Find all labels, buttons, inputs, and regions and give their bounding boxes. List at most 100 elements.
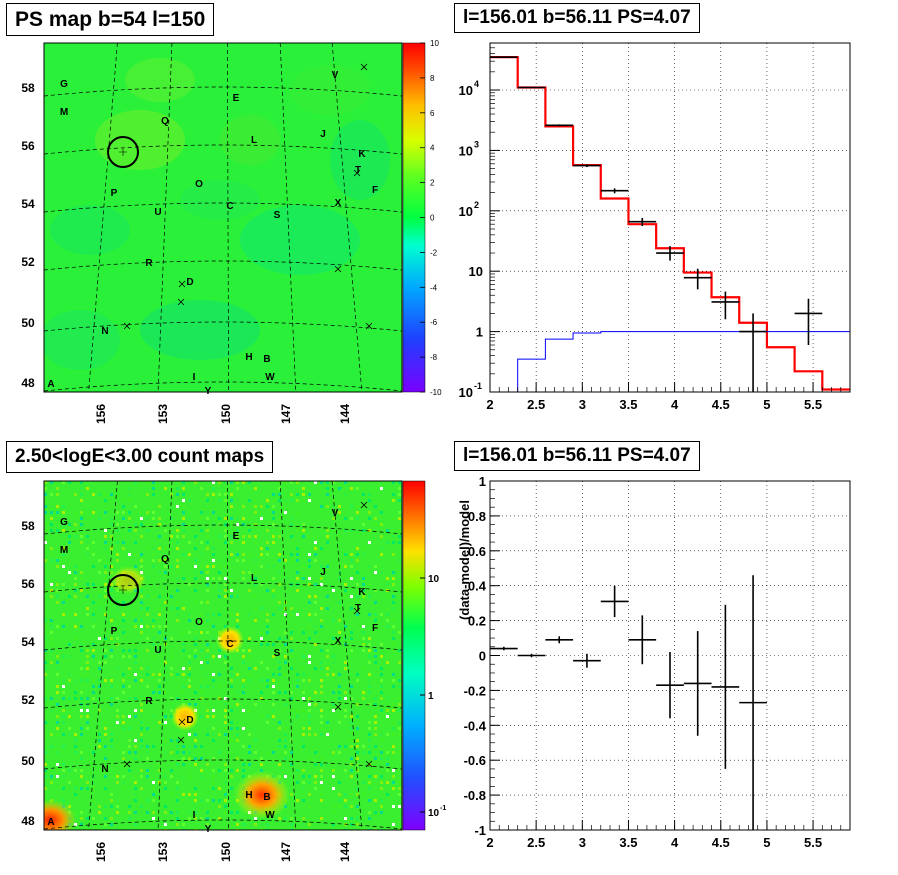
source-label-A: A <box>47 379 54 390</box>
y-tick-label: 1 <box>476 325 483 340</box>
x-tick-label: 4 <box>671 835 679 850</box>
graticule-lon-line <box>331 481 363 830</box>
lon-tick-label: 153 <box>156 404 170 424</box>
x-tick-label: 5 <box>763 397 770 412</box>
source-label-M: M <box>60 107 68 118</box>
x-tick-label: 3 <box>579 835 586 850</box>
source-label-L: L <box>251 135 257 146</box>
x-tick-label: 4 <box>671 397 679 412</box>
colorbar-tick-label: 4 <box>430 144 435 153</box>
y-tick-exponent: 4 <box>474 79 479 89</box>
source-label-H: H <box>245 352 252 363</box>
lat-tick-label: 52 <box>21 255 35 269</box>
y-tick-label: 0.6 <box>468 544 486 559</box>
source-label-N: N <box>101 326 108 337</box>
y-tick-label: -0.8 <box>464 788 486 803</box>
source-label-X: X <box>335 198 342 209</box>
x-tick-label: 3.5 <box>619 835 637 850</box>
lon-tick-label: 156 <box>94 404 108 424</box>
source-label-E: E <box>233 93 240 104</box>
ps-map-title: PS map b=54 l=150 <box>6 3 215 36</box>
source-label-G: G <box>60 517 68 528</box>
colorbar-tick-label: -6 <box>430 318 438 327</box>
source-label-V: V <box>332 508 339 519</box>
source-cross <box>177 736 185 744</box>
source-label-P: P <box>111 626 118 637</box>
source-label-V: V <box>332 70 339 81</box>
source-label-J: J <box>320 129 326 140</box>
count-map-axes: 58 56 54 52 50 48 156 153 150 147 144 <box>21 519 352 862</box>
lat-tick-label: 56 <box>21 577 35 591</box>
colorbar-tick-label: 8 <box>430 74 435 83</box>
cb-tick-1: 1 <box>428 691 434 702</box>
x-tick-label: 5.5 <box>804 835 822 850</box>
colorbar-tick-label: 10 <box>430 39 439 48</box>
lon-tick-label: 144 <box>338 404 352 424</box>
colorbar-tick-label: -4 <box>430 283 438 292</box>
y-tick-label: 0.4 <box>468 579 487 594</box>
residual-panel: 2 2.5 3 3.5 4 4.5 5 5.5 1 0.8 0.6 0.4 0.2 0 -0.2 -0.4 -0… <box>457 474 851 850</box>
graticule-lat-line <box>44 260 402 271</box>
source-label-G: G <box>60 79 68 90</box>
graticule-lat-line <box>44 698 402 709</box>
lon-tick-label: 153 <box>156 842 170 862</box>
background-step-line <box>490 331 850 393</box>
x-tick-label: 2.5 <box>527 397 545 412</box>
graticule-lon-line <box>227 43 229 392</box>
source-label-I: I <box>193 810 196 821</box>
source-cross <box>365 760 373 768</box>
count-map-noise <box>44 481 401 830</box>
x-tick-label: 4.5 <box>712 835 730 850</box>
spectrum-title: l=156.01 b=56.11 PS=4.07 <box>454 3 700 33</box>
source-label-M: M <box>60 545 68 556</box>
source-label-D: D <box>186 715 193 726</box>
graticule-lat-line <box>44 144 402 155</box>
graticule-lon-line <box>88 43 118 392</box>
graticule-lat-line <box>44 582 402 593</box>
graticule-lon-line <box>227 481 229 830</box>
source-label-T: T <box>355 165 361 176</box>
source-label-S: S <box>274 210 281 221</box>
cb-tick-10: 10 <box>428 574 440 585</box>
y-tick-label: 10 <box>459 143 473 158</box>
lat-tick-label: 58 <box>21 519 35 533</box>
y-tick-exponent: -1 <box>474 381 482 391</box>
lat-tick-label: 56 <box>21 139 35 153</box>
source-label-O: O <box>195 617 203 628</box>
lat-tick-label: 48 <box>21 814 35 828</box>
cb-tick-0p1-base: 10 <box>428 808 440 819</box>
source-label-L: L <box>251 573 257 584</box>
y-tick-label: -0.6 <box>464 753 486 768</box>
source-label-K: K <box>358 149 366 160</box>
ps-map-axes: 58 56 54 52 50 48 156 153 150 147 144 <box>21 81 352 424</box>
lat-tick-label: 50 <box>21 754 35 768</box>
colorbar-tick-label: 6 <box>430 109 435 118</box>
y-tick-label: 0.2 <box>468 614 486 629</box>
x-tick-label: 3.5 <box>619 397 637 412</box>
lon-tick-label: 150 <box>219 404 233 424</box>
source-label-H: H <box>245 790 252 801</box>
source-label-R: R <box>145 258 153 269</box>
y-tick-label: 10 <box>469 264 483 279</box>
colorbar-tick-label: -2 <box>430 248 438 257</box>
lon-tick-label: 147 <box>279 842 293 862</box>
lon-tick-label: 156 <box>94 842 108 862</box>
x-tick-label: 2 <box>486 397 493 412</box>
source-label-B: B <box>263 792 270 803</box>
source-cross <box>334 265 342 273</box>
source-label-R: R <box>145 696 153 707</box>
y-tick-label: 10 <box>459 385 473 400</box>
source-label-C: C <box>226 639 233 650</box>
residual-title: l=156.01 b=56.11 PS=4.07 <box>454 441 700 471</box>
graticule-lon-line <box>331 43 363 392</box>
source-cross <box>360 63 368 71</box>
source-cross <box>353 607 361 615</box>
source-cross <box>123 322 131 330</box>
ps-colorbar-ticks: 10 8 6 4 2 0 -2 -4 -6 -8 -10 <box>420 39 442 397</box>
spectrum-series <box>490 56 850 393</box>
graticule-lat-line <box>44 759 402 770</box>
graticule-lon-line <box>279 481 297 830</box>
ps-map-fluctuations <box>44 58 390 370</box>
